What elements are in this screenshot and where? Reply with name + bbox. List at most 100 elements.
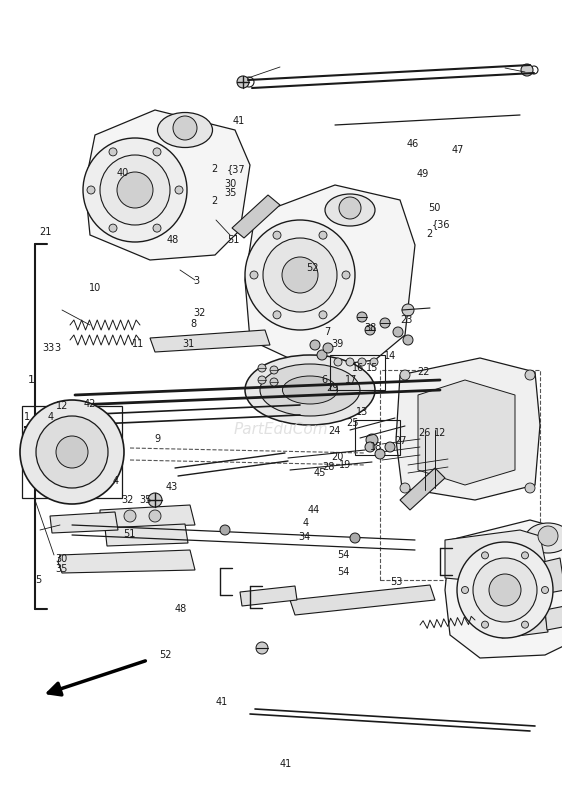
Text: 16: 16 [352, 363, 364, 372]
Circle shape [365, 325, 375, 335]
Circle shape [358, 358, 366, 366]
Circle shape [36, 416, 108, 488]
Ellipse shape [157, 113, 212, 148]
Circle shape [256, 642, 268, 654]
Text: 51: 51 [228, 235, 240, 244]
Text: 35: 35 [225, 189, 237, 198]
Text: 30: 30 [55, 555, 67, 564]
Circle shape [124, 510, 136, 522]
Circle shape [525, 483, 535, 493]
Text: 38: 38 [364, 323, 377, 332]
Text: 35: 35 [139, 495, 152, 505]
Text: 5: 5 [35, 575, 41, 585]
Text: 32: 32 [193, 308, 206, 318]
Polygon shape [396, 358, 540, 500]
Polygon shape [400, 468, 445, 510]
Circle shape [310, 340, 320, 350]
Text: 44: 44 [308, 505, 320, 515]
Text: 2: 2 [211, 165, 217, 174]
Circle shape [403, 335, 413, 345]
Circle shape [323, 343, 333, 353]
Text: 43: 43 [166, 483, 178, 492]
Text: 48: 48 [174, 604, 187, 614]
Circle shape [317, 350, 327, 360]
Polygon shape [260, 225, 305, 265]
Circle shape [319, 311, 327, 319]
Text: 1: 1 [24, 412, 30, 422]
Circle shape [109, 148, 117, 156]
Polygon shape [290, 585, 435, 615]
Text: 51: 51 [124, 529, 136, 539]
Text: 25: 25 [346, 419, 359, 428]
Circle shape [258, 364, 266, 372]
Circle shape [400, 370, 410, 380]
Ellipse shape [283, 376, 338, 404]
Text: 35: 35 [55, 564, 67, 574]
Polygon shape [530, 558, 562, 596]
Text: 12: 12 [56, 401, 69, 411]
Circle shape [56, 436, 88, 468]
Text: 39: 39 [332, 339, 344, 348]
Text: 47: 47 [452, 145, 464, 155]
Polygon shape [240, 586, 297, 606]
Text: 45: 45 [314, 468, 326, 478]
Text: 19: 19 [339, 460, 352, 470]
Text: 23: 23 [400, 315, 413, 324]
Text: 8: 8 [190, 320, 196, 329]
Circle shape [375, 449, 385, 459]
Circle shape [357, 312, 367, 322]
Polygon shape [418, 380, 515, 485]
Text: 29: 29 [326, 384, 338, 393]
Circle shape [461, 586, 469, 594]
Circle shape [339, 197, 361, 219]
Text: 42: 42 [83, 400, 96, 409]
Circle shape [258, 376, 266, 384]
Circle shape [525, 370, 535, 380]
Polygon shape [500, 612, 548, 638]
Polygon shape [50, 512, 118, 533]
Circle shape [366, 434, 378, 446]
Text: 52: 52 [159, 650, 171, 660]
Circle shape [522, 552, 528, 559]
Text: 21: 21 [39, 227, 52, 237]
Polygon shape [150, 330, 270, 352]
Text: 40: 40 [117, 168, 129, 177]
Circle shape [393, 327, 403, 337]
Circle shape [245, 220, 355, 330]
Text: 24: 24 [328, 427, 341, 436]
Text: 18: 18 [370, 443, 382, 452]
Circle shape [402, 304, 414, 316]
Text: 1: 1 [28, 375, 35, 385]
Circle shape [20, 400, 124, 504]
Text: PartEduCom: PartEduCom [234, 423, 328, 438]
Circle shape [489, 574, 521, 606]
Text: 12: 12 [434, 428, 446, 438]
Circle shape [270, 366, 278, 374]
Text: 41: 41 [215, 697, 228, 706]
Text: 2: 2 [211, 197, 217, 206]
Circle shape [250, 271, 258, 279]
Polygon shape [85, 110, 250, 260]
Text: 15: 15 [366, 363, 379, 372]
Text: 50: 50 [428, 203, 441, 213]
Circle shape [153, 148, 161, 156]
Text: 34: 34 [298, 532, 310, 542]
Circle shape [148, 493, 162, 507]
Ellipse shape [260, 364, 360, 416]
Text: 46: 46 [407, 139, 419, 149]
Text: 3: 3 [193, 276, 200, 286]
Text: 17: 17 [345, 376, 357, 385]
Polygon shape [58, 550, 195, 573]
Circle shape [149, 510, 161, 522]
Polygon shape [100, 505, 195, 528]
Text: 49: 49 [417, 169, 429, 179]
Ellipse shape [325, 194, 375, 226]
Text: {37: {37 [227, 165, 246, 174]
Text: 33: 33 [43, 344, 55, 353]
Circle shape [457, 542, 553, 638]
Circle shape [237, 76, 249, 88]
Text: 13: 13 [356, 407, 369, 417]
Text: 11: 11 [132, 339, 144, 348]
Text: 4: 4 [112, 476, 119, 486]
Text: 54: 54 [337, 550, 350, 559]
